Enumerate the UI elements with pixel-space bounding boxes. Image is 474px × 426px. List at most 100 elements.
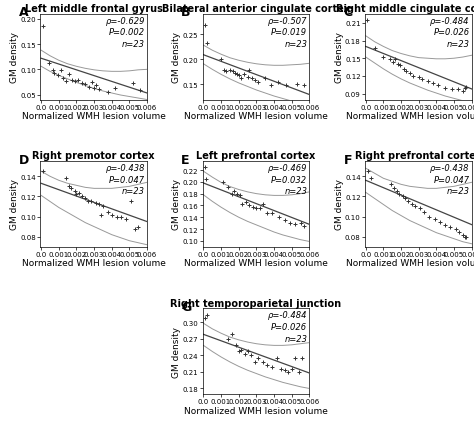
Point [219, 179, 227, 186]
Point [275, 214, 283, 221]
Title: Right premotor cortex: Right premotor cortex [32, 151, 155, 161]
X-axis label: Normalized WMH lesion volume: Normalized WMH lesion volume [184, 259, 328, 268]
Point [463, 84, 470, 91]
Point [228, 191, 236, 198]
Point [62, 79, 70, 86]
Point [268, 364, 276, 371]
Point [256, 205, 264, 212]
Point [237, 75, 245, 82]
Point [456, 229, 463, 236]
Point [57, 68, 64, 75]
Point [71, 189, 79, 196]
Text: ρ=-0.469
P=0.032
n=23: ρ=-0.469 P=0.032 n=23 [268, 164, 307, 196]
Point [396, 63, 404, 69]
Point [293, 82, 301, 89]
Point [404, 199, 412, 205]
Text: ρ=-0.438
P=0.047
n=23: ρ=-0.438 P=0.047 n=23 [430, 164, 469, 196]
Point [262, 75, 269, 82]
Point [231, 71, 239, 78]
Y-axis label: GM density: GM density [335, 32, 344, 83]
Title: Right middle cingulate cortex: Right middle cingulate cortex [337, 4, 474, 14]
Title: Right prefrontal cortex: Right prefrontal cortex [355, 151, 474, 161]
Y-axis label: GM density: GM density [172, 326, 181, 377]
Point [89, 79, 96, 86]
Point [389, 60, 397, 66]
Point [417, 206, 424, 213]
Point [247, 352, 255, 359]
Point [390, 185, 398, 192]
Point [233, 191, 241, 198]
Point [300, 83, 308, 89]
Point [238, 201, 246, 208]
Point [251, 359, 258, 366]
Point [108, 212, 116, 219]
Point [67, 185, 75, 192]
Text: E: E [181, 153, 190, 166]
Point [463, 234, 470, 241]
Y-axis label: GM density: GM density [10, 32, 19, 83]
Point [99, 204, 107, 210]
Point [401, 196, 409, 202]
Point [411, 204, 419, 210]
Point [300, 223, 308, 230]
Point [242, 200, 250, 207]
Point [434, 82, 442, 89]
Point [49, 68, 56, 75]
Y-axis label: GM density: GM density [172, 179, 181, 230]
Point [78, 193, 85, 200]
Point [91, 85, 98, 92]
Point [51, 71, 58, 78]
Text: A: A [19, 6, 28, 19]
X-axis label: Normalized WMH lesion volume: Normalized WMH lesion volume [22, 259, 165, 268]
Point [364, 17, 371, 24]
Point [452, 226, 459, 233]
Point [253, 205, 260, 212]
Text: G: G [181, 300, 191, 313]
Point [201, 315, 209, 322]
Text: F: F [344, 153, 352, 166]
Point [104, 209, 112, 216]
Point [245, 348, 252, 354]
Title: Bilateral anterior cingulate cortex: Bilateral anterior cingulate cortex [162, 4, 350, 14]
X-axis label: Normalized WMH lesion volume: Normalized WMH lesion volume [346, 112, 474, 121]
Point [131, 226, 138, 233]
Point [292, 355, 299, 362]
Point [84, 199, 92, 205]
Text: B: B [181, 6, 191, 19]
Point [244, 74, 251, 81]
Point [364, 168, 371, 175]
Point [229, 68, 237, 75]
Point [391, 57, 399, 63]
Point [399, 193, 407, 200]
Point [203, 40, 211, 47]
Point [273, 355, 281, 362]
Point [104, 89, 112, 96]
Point [249, 204, 256, 210]
Point [263, 362, 271, 369]
Point [117, 213, 124, 220]
X-axis label: Normalized WMH lesion volume: Normalized WMH lesion volume [184, 406, 328, 414]
Point [71, 79, 79, 86]
Point [235, 73, 243, 80]
Point [297, 220, 304, 227]
Y-axis label: GM density: GM density [335, 179, 344, 230]
Point [395, 192, 403, 199]
Point [87, 199, 94, 205]
Text: C: C [344, 6, 353, 19]
Point [426, 213, 433, 220]
Point [371, 45, 378, 52]
Point [220, 68, 228, 75]
Point [230, 188, 238, 195]
Point [459, 232, 466, 239]
X-axis label: Normalized WMH lesion volume: Normalized WMH lesion volume [184, 112, 328, 121]
Point [97, 212, 105, 219]
Point [259, 359, 266, 366]
Point [387, 57, 394, 63]
Point [39, 168, 47, 175]
Text: ρ=-0.629
P=0.002
n=23: ρ=-0.629 P=0.002 n=23 [105, 17, 145, 49]
Point [92, 201, 100, 207]
Point [203, 312, 211, 319]
Point [226, 68, 234, 75]
Point [267, 83, 274, 89]
Point [237, 347, 245, 354]
